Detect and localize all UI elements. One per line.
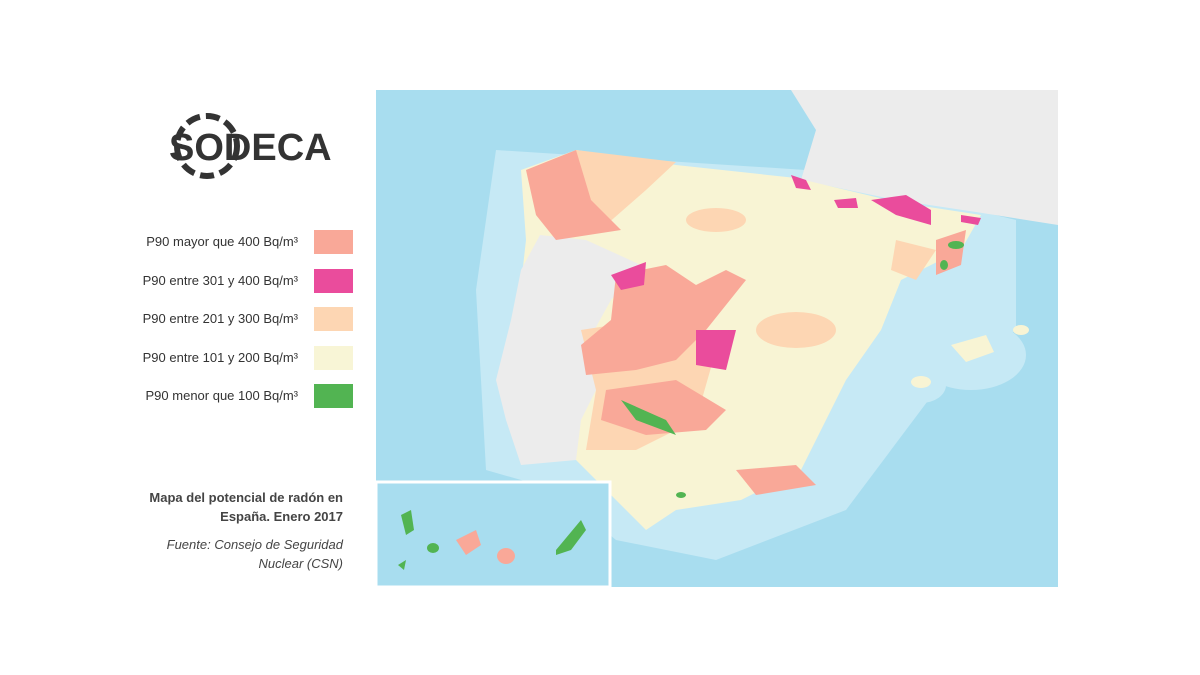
legend-swatch xyxy=(314,268,353,293)
france xyxy=(791,90,1058,225)
legend-label: P90 entre 201 y 300 Bq/m³ xyxy=(142,311,298,326)
legend-swatch xyxy=(314,345,353,370)
legend-item: P90 entre 301 y 400 Bq/m³ xyxy=(100,268,353,293)
logo-text: SODECA xyxy=(169,127,332,169)
portugal xyxy=(496,235,641,465)
legend-label: P90 entre 101 y 200 Bq/m³ xyxy=(142,349,298,365)
logo-ring xyxy=(174,113,240,179)
legend-item: P90 mayor que 400 Bq/m³ xyxy=(100,230,353,254)
logo: SODECA xyxy=(169,113,332,179)
legend-item: P90 entre 101 y 200 Bq/m³ xyxy=(100,345,353,370)
legend-swatch xyxy=(314,230,353,254)
legend-swatch xyxy=(314,384,353,408)
legend-item: P90 entre 201 y 300 Bq/m³ xyxy=(100,307,353,331)
legend-label: P90 menor que 100 Bq/m³ xyxy=(145,388,298,403)
map xyxy=(376,90,1058,587)
legend-label: P90 mayor que 400 Bq/m³ xyxy=(146,234,298,249)
legend-label: P90 entre 301 y 400 Bq/m³ xyxy=(142,272,298,288)
legend-swatch xyxy=(314,307,353,331)
caption-title: Mapa del potencial de radón en España. E… xyxy=(149,490,343,524)
legend-item: P90 menor que 100 Bq/m³ xyxy=(100,384,353,408)
caption-source: Fuente: Consejo de Seguridad Nuclear (CS… xyxy=(166,537,343,571)
